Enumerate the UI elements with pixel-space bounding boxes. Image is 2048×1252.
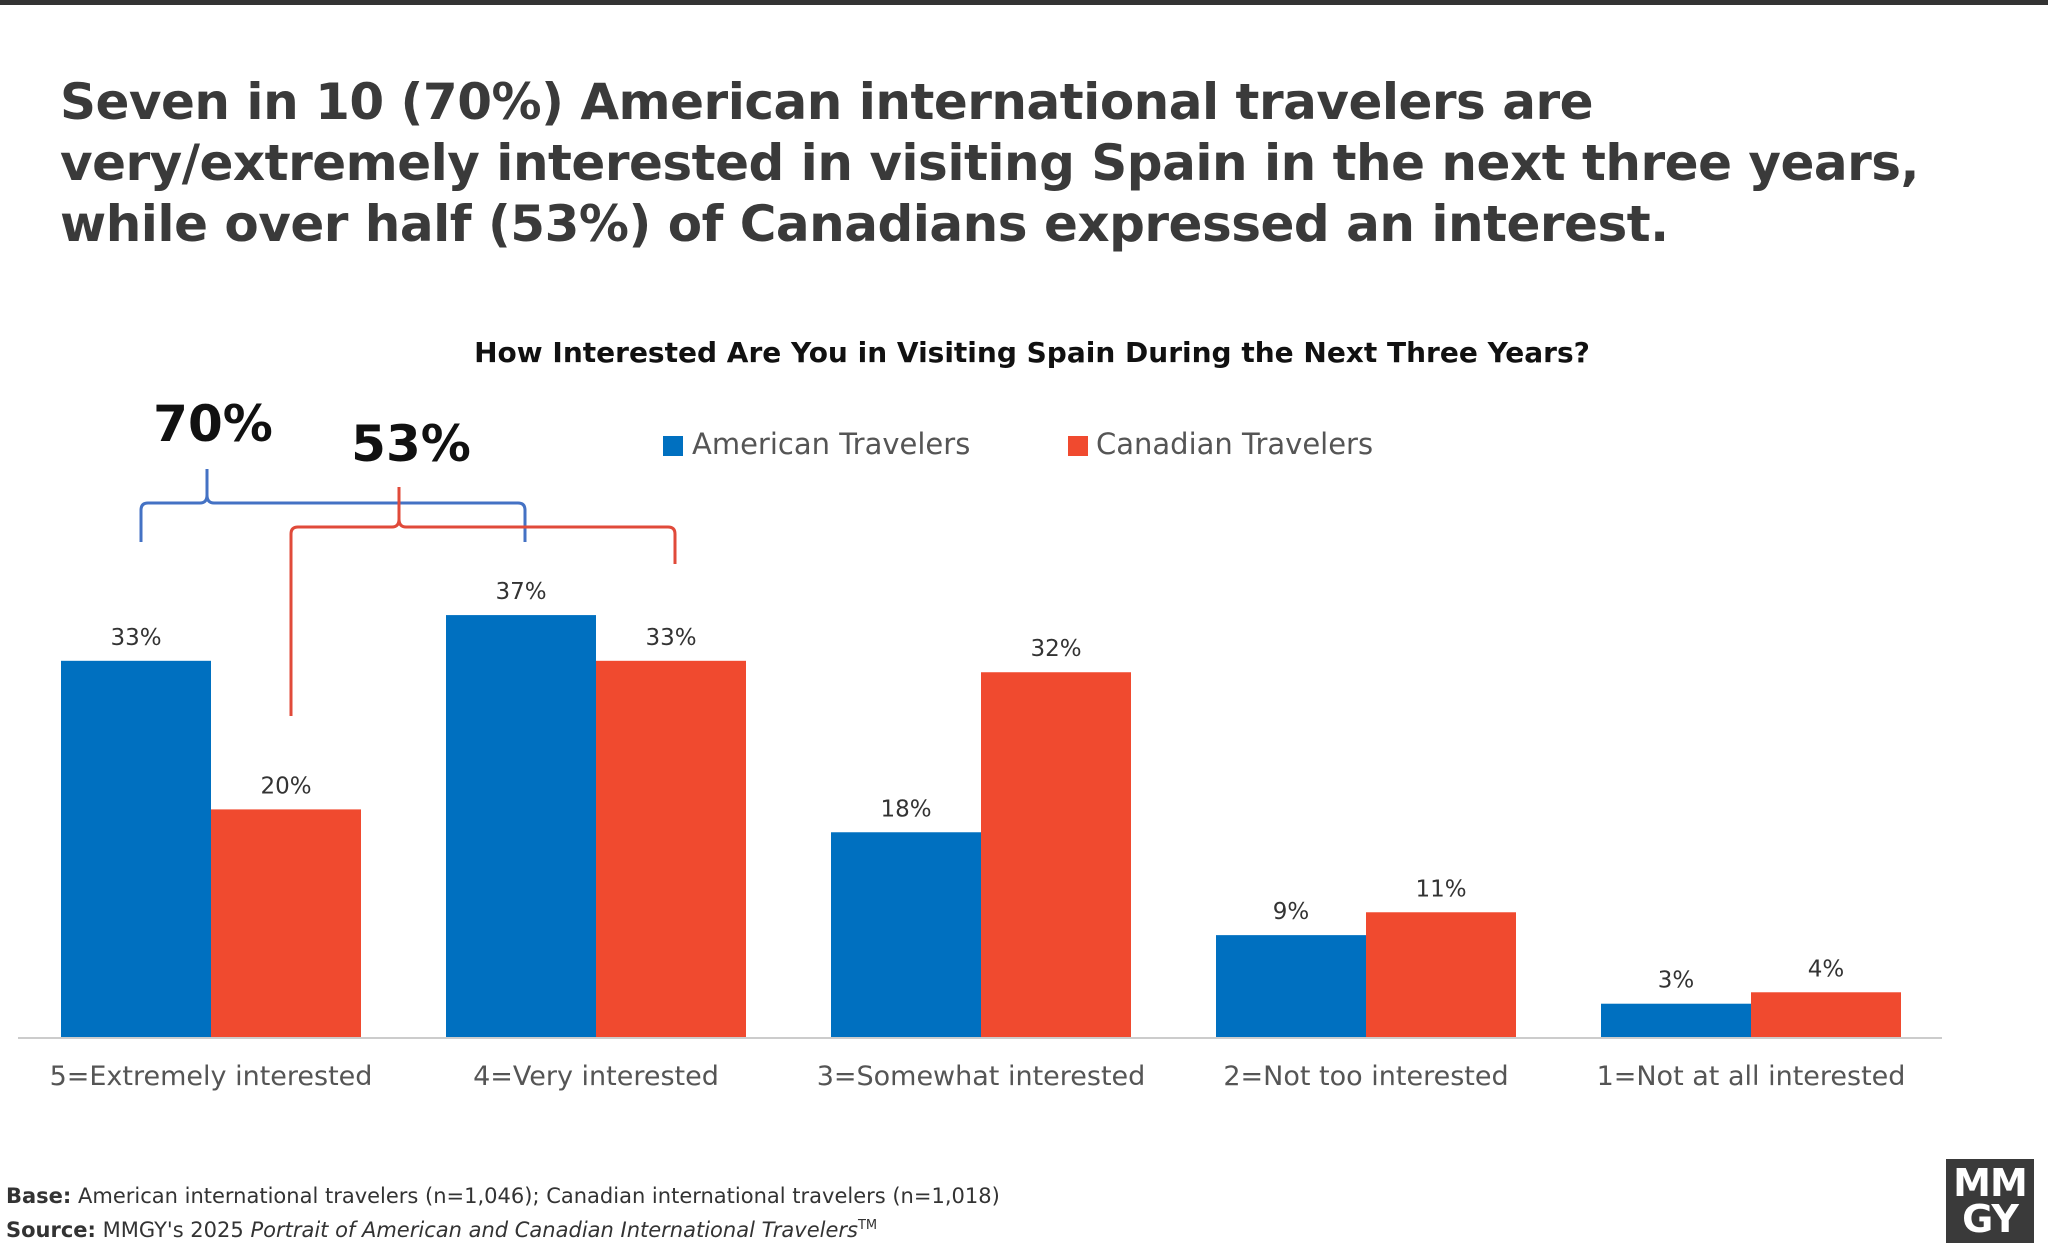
bar-canadian-1 (211, 809, 361, 1038)
bar-canadian-5 (1751, 992, 1901, 1038)
data-label-canadian-3: 32% (1030, 636, 1081, 662)
source-note: Source: MMGY's 2025 Portrait of American… (6, 1218, 878, 1242)
bar-american-1 (61, 660, 211, 1038)
data-label-canadian-5: 4% (1808, 956, 1845, 982)
bar-canadian-4 (1366, 912, 1516, 1038)
canadian-bracket (289, 487, 677, 716)
data-label-canadian-2: 33% (645, 625, 696, 651)
data-label-american-5: 3% (1658, 968, 1695, 994)
bar-canadian-2 (596, 660, 746, 1038)
legend: American Travelers Canadian Travelers (663, 427, 1373, 461)
x-tick-label-2: 4=Very interested (473, 1061, 719, 1092)
data-label-american-1: 33% (110, 625, 161, 651)
legend-swatch-american (663, 436, 683, 456)
american-bracket (139, 469, 527, 542)
legend-label-canadian: Canadian Travelers (1096, 427, 1373, 461)
x-axis-tick-labels: 5=Extremely interested 4=Very interested 3… (50, 1061, 1906, 1092)
footer: Base: American international travelers (… (6, 1182, 1000, 1245)
mmgy-logo: MM GY (1946, 1159, 2034, 1243)
data-label-american-4: 9% (1273, 899, 1310, 925)
x-tick-label-5: 1=Not at all interested (1597, 1061, 1906, 1092)
bar-american-4 (1216, 935, 1366, 1038)
chart-title: How Interested Are You in Visiting Spain… (474, 336, 1590, 369)
x-tick-label-3: 3=Somewhat interested (817, 1061, 1146, 1092)
x-tick-label-4: 2=Not too interested (1223, 1061, 1508, 1092)
bar-american-3 (831, 832, 981, 1038)
american-bracket-label: 70% (153, 395, 273, 453)
data-label-american-2: 37% (495, 579, 546, 605)
bars: 33% 20% 37% 33% 18% 32% 9% 11% 3% 4% (61, 579, 1901, 1038)
legend-label-american: American Travelers (692, 427, 970, 461)
bar-american-2 (446, 615, 596, 1038)
canadian-bracket-label: 53% (351, 415, 471, 473)
bar-chart: How Interested Are You in Visiting Spain… (18, 336, 1942, 1092)
headline: Seven in 10 (70%) American international… (60, 73, 1920, 253)
base-note: Base: American international travelers (… (6, 1184, 1000, 1208)
data-label-american-3: 18% (880, 796, 931, 822)
legend-swatch-canadian (1068, 436, 1088, 456)
top-border (0, 0, 2048, 5)
data-label-canadian-1: 20% (260, 773, 311, 799)
bar-canadian-3 (981, 672, 1131, 1038)
bar-american-5 (1601, 1003, 1751, 1038)
x-tick-label-1: 5=Extremely interested (50, 1061, 373, 1092)
data-label-canadian-4: 11% (1415, 876, 1466, 902)
